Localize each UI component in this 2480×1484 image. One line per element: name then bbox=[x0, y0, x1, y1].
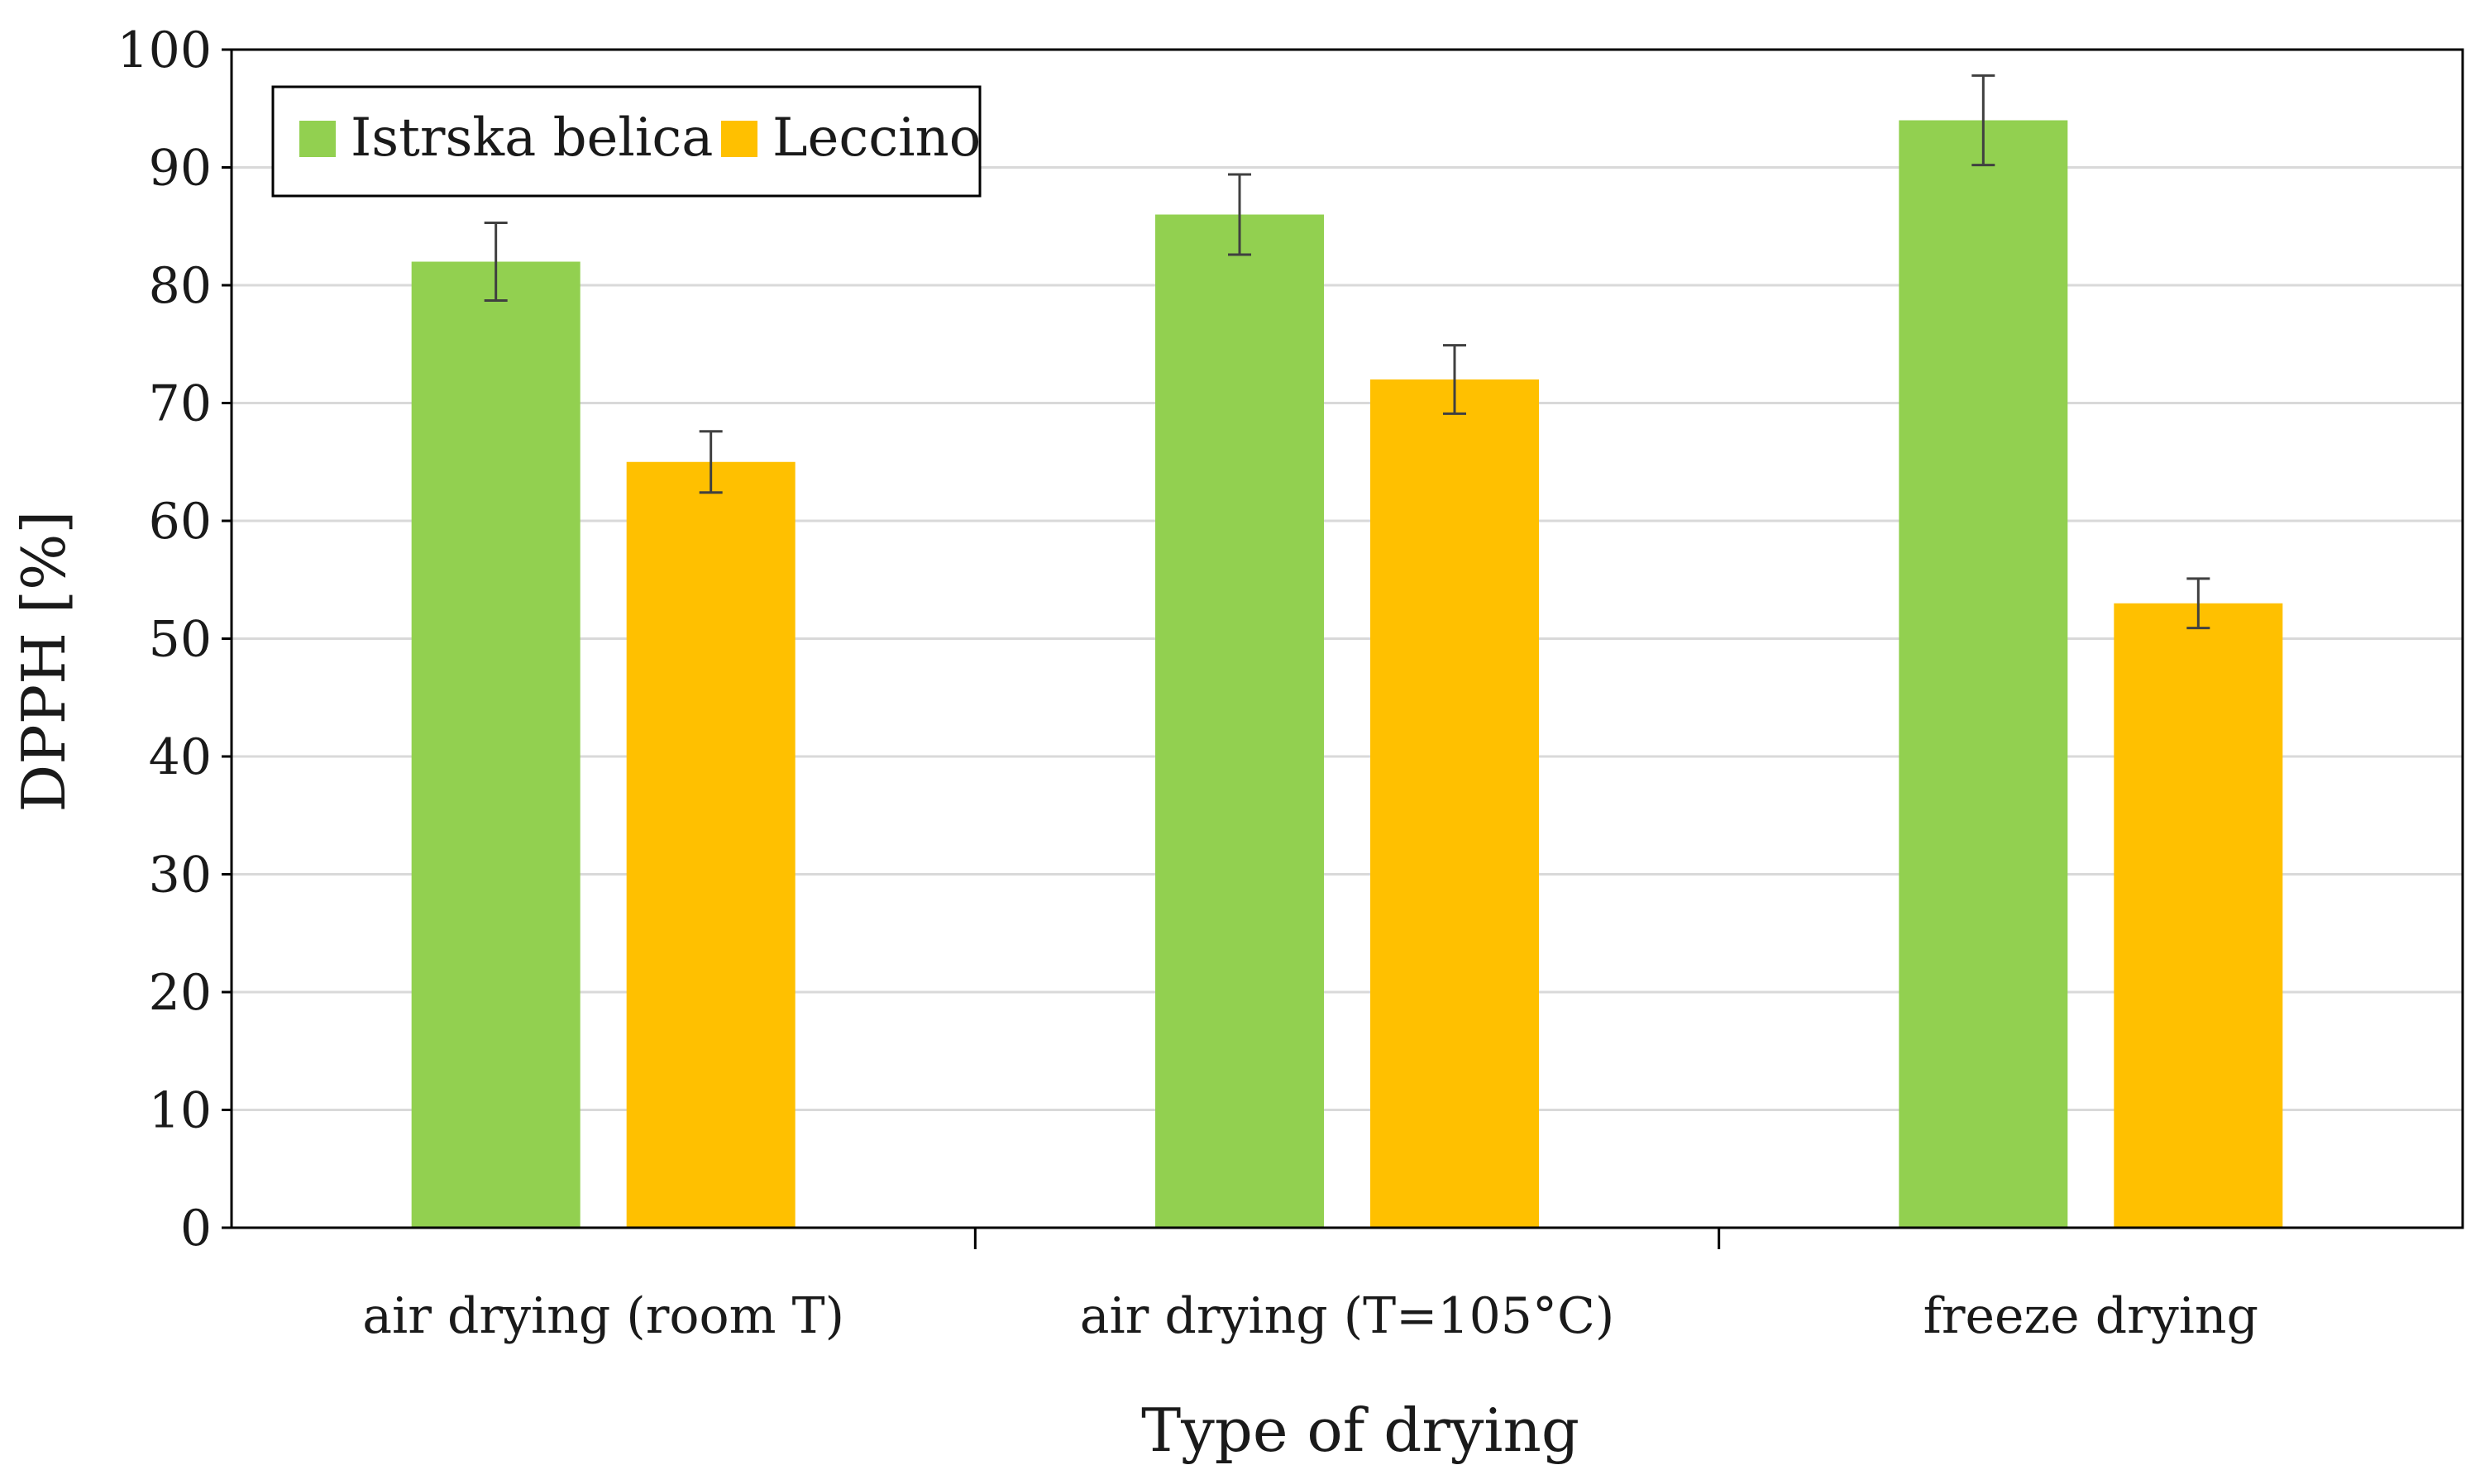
legend-label-leccino: Leccino bbox=[772, 107, 981, 169]
x-tick-label: air drying (T=105°C) bbox=[1080, 1287, 1615, 1345]
x-tick-label: air drying (room T) bbox=[362, 1287, 844, 1345]
bar-leccino bbox=[1370, 379, 1539, 1228]
bar-leccino bbox=[626, 461, 796, 1228]
x-tick-labels: air drying (room T) air drying (T=105°C) f… bbox=[362, 1287, 2258, 1345]
x-tick-label: freeze drying bbox=[1923, 1287, 2258, 1345]
y-axis-title: DPPH [%] bbox=[9, 511, 79, 813]
bar-istrska-belica bbox=[1155, 214, 1324, 1228]
error-bars bbox=[484, 74, 2210, 630]
y-tick-label: 100 bbox=[117, 21, 212, 79]
legend: Istrska belica Leccino bbox=[271, 85, 982, 198]
bar-istrska-belica bbox=[411, 261, 581, 1228]
y-tick-label: 10 bbox=[149, 1082, 212, 1140]
x-axis-title: Type of drying bbox=[1141, 1396, 1579, 1465]
y-tick-label: 0 bbox=[180, 1200, 212, 1257]
y-tick-label: 60 bbox=[149, 493, 212, 551]
legend-label-istrska-belica: Istrska belica bbox=[351, 107, 713, 169]
legend-box bbox=[271, 85, 982, 198]
y-tick-label: 40 bbox=[149, 728, 212, 786]
bars bbox=[411, 120, 2283, 1228]
y-tick-label: 70 bbox=[149, 375, 212, 433]
axes bbox=[222, 48, 2464, 1249]
bar-leccino bbox=[2114, 603, 2283, 1228]
y-tick-label: 80 bbox=[149, 257, 212, 315]
y-tick-label: 30 bbox=[149, 847, 212, 904]
y-tick-label: 90 bbox=[149, 140, 212, 198]
y-tick-label: 20 bbox=[149, 964, 212, 1022]
y-tick-labels: 0 10 20 30 40 50 60 70 80 90 100 bbox=[117, 21, 212, 1257]
bar-istrska-belica bbox=[1899, 120, 2068, 1228]
plot-area-frame bbox=[230, 48, 2464, 1229]
legend-swatch-istrska-belica bbox=[299, 121, 336, 157]
y-tick-label: 50 bbox=[149, 611, 212, 669]
legend-swatch-leccino bbox=[721, 121, 757, 157]
